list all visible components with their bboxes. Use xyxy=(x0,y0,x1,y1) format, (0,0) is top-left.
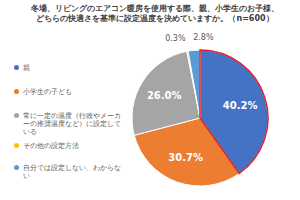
legend-swatch xyxy=(14,165,19,170)
data-label: 30.7% xyxy=(168,152,203,163)
data-label: 40.2% xyxy=(223,100,258,111)
slices xyxy=(132,50,268,186)
data-label: 0.3% xyxy=(165,34,186,43)
legend-swatch xyxy=(14,65,19,70)
data-labels: 40.2% 30.7% 26.0% 0.3% 2.8% xyxy=(147,33,258,163)
data-label: 26.0% xyxy=(147,90,182,101)
chart-stage: 冬場、リビングのエアコン暖房を使用する際、親、小学生のお子様、どちらの快適さを基… xyxy=(0,0,300,200)
slice-highlight xyxy=(200,50,268,174)
legend-swatch xyxy=(14,89,19,94)
pie-slice xyxy=(188,50,200,118)
legend-swatch xyxy=(14,143,19,148)
chart-title: 冬場、リビングのエアコン暖房を使用する際、親、小学生のお子様、どちらの快適さを基… xyxy=(30,4,280,24)
legend-label: 常に一定の温度（行政やメーカーの推奨温度など）に設定している xyxy=(23,112,121,136)
data-label: 2.8% xyxy=(193,33,214,42)
legend-label: その他の設定方法 xyxy=(23,142,121,150)
legend-label: 自分では設定しない、わからない xyxy=(23,164,121,180)
pie-slice xyxy=(132,51,200,135)
pie-canvas: 40.2% 30.7% 26.0% 0.3% 2.8% xyxy=(0,0,300,200)
legend-swatch xyxy=(14,113,19,118)
legend-label: 親 xyxy=(23,64,121,72)
legend-label: 小学生の子ども xyxy=(23,88,121,96)
